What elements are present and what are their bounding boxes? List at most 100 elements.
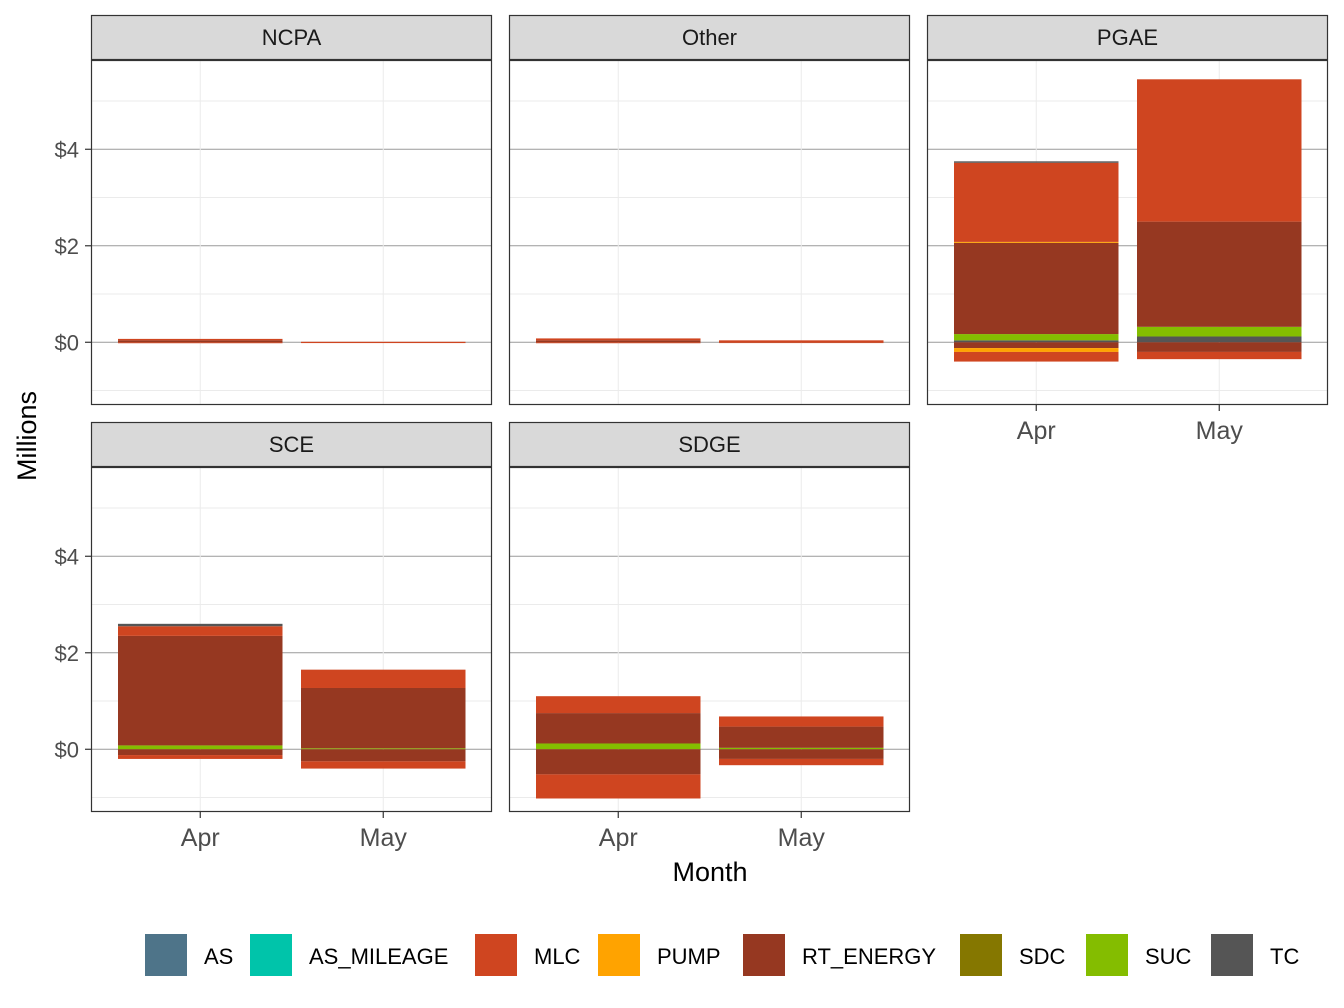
legend-key	[1086, 934, 1128, 976]
legend-label: MLC	[534, 944, 581, 969]
legend-key	[598, 934, 640, 976]
facet-strip-label: SDGE	[678, 432, 740, 457]
x-tick-label: May	[360, 824, 408, 852]
legend-key	[743, 934, 785, 976]
legend-item-pump: PUMP	[598, 934, 721, 976]
facet-strip-label: SCE	[269, 432, 314, 457]
legend-label: AS_MILEAGE	[309, 944, 448, 969]
facet-strip	[508, 14, 911, 61]
y-tick-label: $2	[55, 641, 79, 666]
legend-item-sdc: SDC	[960, 934, 1066, 976]
bar-segment-other-may-mlc	[719, 342, 884, 344]
facet-strip	[926, 14, 1329, 61]
bar-segment-pgae-apr-suc	[954, 334, 1119, 341]
y-axis-title: Millions	[12, 391, 42, 481]
bar-segment-sce-may-mlc	[301, 669, 466, 688]
bar-segment-pgae-apr-mlc	[954, 162, 1119, 242]
bar-segment-pgae-apr-mlc	[954, 351, 1119, 362]
legend: AS AS_MILEAGE MLC PUMP RT_ENERGY SDC SUC TC	[145, 934, 1299, 976]
y-tick-label: $4	[55, 137, 79, 162]
panel-pgae: PGAE Apr May	[926, 14, 1329, 445]
bar-segment-other-apr-rt_energy	[536, 340, 701, 343]
panel-border	[90, 466, 493, 813]
panels-layer: NCPA $0 $2 $4 Other PGAE Apr May SCE $0 $2 $4 Apr May…	[55, 14, 1329, 852]
bar-segment-sce-apr-tc	[118, 623, 283, 627]
bar-segment-pgae-apr-pump	[954, 241, 1119, 243]
legend-item-rt_energy: RT_ENERGY	[743, 934, 936, 976]
bar-segment-pgae-apr-tc	[954, 340, 1119, 343]
bar-segment-sce-may-mlc	[301, 761, 466, 769]
bar-segment-other-apr-mlc	[536, 338, 701, 341]
bar-segment-sdge-may-rt_energy	[719, 726, 884, 748]
y-tick-label: $0	[55, 737, 79, 762]
bar-segment-sdge-may-suc	[719, 747, 884, 750]
y-tick-label: $0	[55, 330, 79, 355]
bar-segment-sce-apr-mlc	[118, 755, 283, 759]
bar-segment-sce-apr-rt_energy	[118, 635, 283, 746]
panel-border	[508, 466, 911, 813]
bar-segment-sce-may-suc	[301, 748, 466, 750]
bar-segment-sce-apr-rt_energy	[118, 749, 283, 756]
x-tick-label: May	[778, 824, 826, 852]
bar-segment-sdge-may-mlc	[719, 716, 884, 727]
x-tick-label: Apr	[181, 824, 220, 852]
bar-segment-other-may-mlc	[719, 340, 884, 343]
legend-label: SDC	[1019, 944, 1066, 969]
bar-segment-pgae-apr-rt_energy	[954, 242, 1119, 335]
bar-segment-pgae-apr-tc	[954, 161, 1119, 163]
legend-item-mlc: MLC	[475, 934, 581, 976]
panel-other: Other	[508, 14, 911, 406]
bar-segment-sce-may-rt_energy	[301, 749, 466, 762]
facet-strip	[90, 421, 493, 468]
bar-segment-ncpa-apr-mlc	[118, 338, 283, 341]
bar-segment-sce-may-rt_energy	[301, 687, 466, 749]
facet-strip-label: NCPA	[262, 25, 322, 50]
bar-segment-sdge-may-mlc	[719, 758, 884, 766]
legend-label: PUMP	[657, 944, 721, 969]
legend-label: TC	[1270, 944, 1299, 969]
bar-segment-pgae-apr-rt_energy	[954, 342, 1119, 349]
bar-segment-pgae-may-rt_energy	[1137, 342, 1302, 352]
panel-ncpa: NCPA $0 $2 $4	[55, 14, 493, 406]
x-tick-label: Apr	[1017, 417, 1056, 445]
bar-segment-pgae-may-tc	[1137, 336, 1302, 343]
legend-label: RT_ENERGY	[802, 944, 936, 969]
panel-sce: SCE $0 $2 $4 Apr May	[55, 421, 493, 852]
x-axis-title: Month	[672, 857, 747, 887]
bar-segment-sdge-apr-mlc	[536, 696, 701, 714]
x-tick-label: Apr	[599, 824, 638, 852]
bar-segment-ncpa-apr-rt_energy	[118, 340, 283, 343]
legend-key	[960, 934, 1002, 976]
legend-label: AS	[204, 944, 233, 969]
facet-strip-label: PGAE	[1097, 25, 1158, 50]
bar-segment-ncpa-may-mlc	[301, 341, 466, 343]
legend-item-as: AS	[145, 934, 233, 976]
bar-segment-pgae-may-rt_energy	[1137, 221, 1302, 327]
bar-segment-pgae-may-mlc	[1137, 79, 1302, 222]
bar-segment-ncpa-may-mlc	[301, 342, 466, 344]
facet-strip	[508, 421, 911, 468]
bar-segment-pgae-apr-pump	[954, 348, 1119, 352]
panel-sdge: SDGE Apr May	[508, 421, 911, 852]
x-tick-label: May	[1196, 417, 1244, 445]
panel-background	[91, 60, 492, 405]
bar-segment-sce-apr-suc	[118, 745, 283, 750]
panel-border	[926, 59, 1329, 406]
legend-item-suc: SUC	[1086, 934, 1192, 976]
legend-item-tc: TC	[1211, 934, 1299, 976]
legend-key	[250, 934, 292, 976]
facet-strip-label: Other	[682, 25, 737, 50]
legend-key	[1211, 934, 1253, 976]
legend-label: SUC	[1145, 944, 1192, 969]
bar-segment-sce-apr-mlc	[118, 626, 283, 636]
bar-segment-sdge-apr-rt_energy	[536, 749, 701, 775]
panel-background	[509, 60, 910, 405]
bar-segment-sdge-apr-rt_energy	[536, 713, 701, 744]
bar-segment-other-apr-mlc	[536, 342, 701, 344]
legend-key	[475, 934, 517, 976]
bar-segment-sdge-apr-mlc	[536, 774, 701, 799]
bar-segment-sdge-may-rt_energy	[719, 749, 884, 759]
y-tick-label: $2	[55, 234, 79, 259]
bar-segment-pgae-may-mlc	[1137, 351, 1302, 360]
